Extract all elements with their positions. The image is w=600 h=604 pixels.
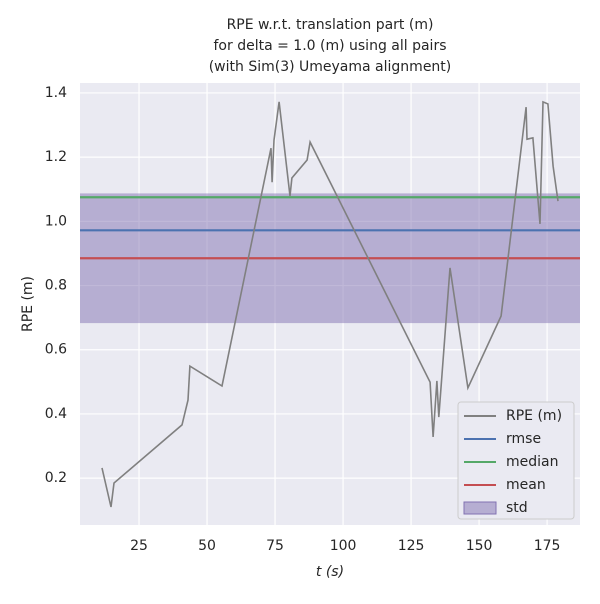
x-tick-label: 125 <box>398 538 425 554</box>
legend-label: mean <box>506 477 546 493</box>
x-axis-label: t (s) <box>316 564 344 580</box>
title: RPE w.r.t. translation part (m) for delta… <box>209 17 452 75</box>
rpe-line <box>101 100 559 508</box>
y-tick-label: 1.2 <box>45 149 67 165</box>
y-tick-label: 0.6 <box>45 342 67 358</box>
legend-box <box>457 401 575 520</box>
legend-label: std <box>506 500 528 516</box>
y-tick-label: 0.2 <box>45 470 67 486</box>
legend-label: rmse <box>506 431 541 447</box>
x-tick-label: 150 <box>466 538 493 554</box>
x-tick-label: 175 <box>534 538 561 554</box>
title-line: for delta = 1.0 (m) using all pairs <box>214 38 447 54</box>
y-tick-label: 0.8 <box>45 278 67 294</box>
chart-title: RPE w.r.t. translation part (m) for delta… <box>209 17 452 75</box>
y-tick-label: 1.4 <box>45 85 67 101</box>
legend-label: RPE (m) <box>506 408 562 424</box>
legend-swatch <box>463 501 497 515</box>
title-line: (with Sim(3) Umeyama alignment) <box>209 59 452 75</box>
legend-label: median <box>506 454 558 470</box>
y-tick-label: 1.0 <box>45 213 67 229</box>
x-tick-label: 25 <box>130 538 148 554</box>
y-tick-label: 0.4 <box>45 406 67 422</box>
x-tick-label: 75 <box>266 538 284 554</box>
x-tick-label: 100 <box>330 538 357 554</box>
x-tick-label: 50 <box>198 538 216 554</box>
title-line: RPE w.r.t. translation part (m) <box>227 17 434 33</box>
y-axis-label: RPE (m) <box>20 276 36 332</box>
